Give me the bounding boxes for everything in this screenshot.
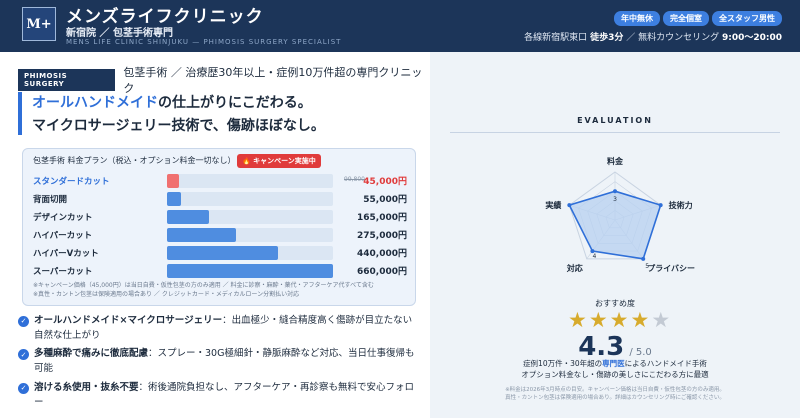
- feature-list: ✓ オールハンドメイド×マイクロサージェリー：出血極少・縫合精度高く傷跡が目立た…: [18, 314, 418, 414]
- evaluation-panel: EVALUATION 料金 技術力 プライバシー 対応 実績 3 5 4 おすすめ度 ★ ★ ★ ★…: [430, 52, 800, 418]
- plan-price: 165,000円: [357, 213, 407, 223]
- campaign-badge[interactable]: 🔥 キャンペーン実施中: [237, 154, 321, 168]
- feature-badges: 年中無休 完全個室 全スタッフ男性: [614, 11, 782, 26]
- radar-label-0: 料金: [607, 156, 624, 166]
- plan-price: 660,000円: [357, 267, 407, 277]
- tagline-text: 包茎手術 ／ 治療歴30年以上・症例10万件超の専門クリニック: [123, 66, 423, 95]
- rating-stars: ★ ★ ★ ★ ★: [568, 310, 670, 331]
- price-row-dorsal-slit[interactable]: 背面切開 55,000円: [33, 191, 407, 207]
- price-plan-box: 包茎手術 料金プラン（税込・オプション料金一切なし） 🔥 キャンペーン実施中 ス…: [22, 148, 416, 306]
- clinic-name: メンズライフクリニック: [66, 7, 264, 27]
- plan-name: スタンダードカット: [33, 177, 110, 187]
- price-bar-track: [167, 174, 333, 188]
- feature-item: ✓ オールハンドメイド×マイクロサージェリー：出血極少・縫合精度高く傷跡が目立た…: [18, 314, 418, 343]
- plan-name: デザインカット: [33, 213, 93, 223]
- radar-value-label: 3: [613, 196, 617, 203]
- price-plan-title: 包茎手術 料金プラン（税込・オプション料金一切なし）: [33, 156, 236, 165]
- price-bar-track: [167, 210, 333, 224]
- plan-name: ハイパーVカット: [33, 249, 99, 259]
- old-price: 99,800: [344, 176, 365, 183]
- price-row-super-cut[interactable]: スーパーカット 660,000円: [33, 263, 407, 279]
- clinic-subtitle: 新宿院 ／ 包茎手術専門: [66, 28, 173, 39]
- price-bar: [167, 174, 179, 188]
- star-empty-icon: ★: [651, 308, 671, 332]
- badge-male-staff: 全スタッフ男性: [712, 11, 782, 26]
- star-filled-icon: ★: [609, 308, 629, 332]
- star-filled-icon: ★: [630, 308, 650, 332]
- opening-hours: 9:00〜20:00: [721, 33, 782, 43]
- price-bar: [167, 264, 333, 278]
- divider: [450, 132, 780, 133]
- evaluation-note: 症例10万件・30年超の専門医によるハンドメイド手術 オプション料金なし・傷跡の…: [521, 359, 709, 380]
- radar-value-label: 4: [593, 253, 597, 260]
- feature-item: ✓ 溶ける糸使用・抜糸不要：術後通院負担なし、アフターケア・再診察も無料で安心フ…: [18, 381, 418, 410]
- price-row-hyper-v-cut[interactable]: ハイパーVカット 440,000円: [33, 245, 407, 261]
- recommend-label: おすすめ度: [595, 299, 635, 308]
- radar-series-area: [568, 190, 662, 260]
- plan-price: 55,000円: [363, 195, 407, 205]
- price-bar: [167, 192, 181, 206]
- headline: オールハンドメイドの仕上がりにこだわる。 マイクロサージェリー技術で、傷跡ほぼな…: [18, 92, 325, 135]
- price-row-hyper-cut[interactable]: ハイパーカット 275,000円: [33, 227, 407, 243]
- clinic-logo[interactable]: M+: [22, 7, 56, 41]
- clinic-english-name: MENS LIFE CLINIC SHINJUKU — PHIMOSIS SUR…: [66, 38, 342, 46]
- radar-value-label: 5: [645, 263, 649, 270]
- evaluation-title: EVALUATION: [577, 116, 653, 125]
- price-row-standard[interactable]: スタンダードカット 99,800 45,000円: [33, 173, 407, 189]
- radar-label-4: 実績: [545, 200, 561, 210]
- access-info: 各線新宿駅東口 徒歩3分 ／ 無料カウンセリング 9:00〜20:00: [524, 33, 782, 43]
- header: M+ メンズライフクリニック 新宿院 ／ 包茎手術専門 MENS LIFE CL…: [0, 0, 800, 52]
- check-icon: ✓: [18, 349, 29, 361]
- rating-score: 4.3 / 5.0: [430, 332, 800, 362]
- headline-line2: マイクロサージェリー技術で、傷跡ほぼなし。: [32, 118, 325, 134]
- radar-point-4: [567, 203, 572, 208]
- price-row-design-cut[interactable]: デザインカット 165,000円: [33, 209, 407, 225]
- price-bar-track: [167, 192, 333, 206]
- radar-grid-ring: [568, 171, 662, 260]
- plan-price: 275,000円: [357, 231, 407, 241]
- evaluation-footnote: ※料金は2026年3月時点の目安。キャンペーン価格は当日自費・仮性包茎の方のみ適…: [505, 387, 725, 402]
- tagline: PHIMOSIS SURGERY 包茎手術 ／ 治療歴30年以上・症例10万件超…: [18, 64, 430, 96]
- price-bar: [167, 228, 237, 242]
- plan-name: 背面切開: [33, 195, 68, 205]
- check-icon: ✓: [18, 382, 29, 394]
- plan-name: ハイパーカット: [33, 231, 93, 241]
- price-bar: [167, 210, 209, 224]
- price-bar-track: [167, 228, 333, 242]
- radar-label-2: プライバシー: [647, 263, 695, 273]
- radar-label-3: 対応: [566, 263, 583, 273]
- badge-private-room: 完全個室: [663, 11, 709, 26]
- price-notes: ※キャンペーン価格（45,000円）は当日自費・仮性包茎の方のみ適用 ／ 料金に…: [33, 282, 374, 298]
- radar-label-1: 技術力: [669, 200, 693, 210]
- category-pill: PHIMOSIS SURGERY: [18, 69, 116, 91]
- price-bar: [167, 246, 278, 260]
- star-filled-icon: ★: [588, 308, 608, 332]
- score-value: 4.3: [578, 332, 625, 362]
- price-bar-track: [167, 246, 333, 260]
- plan-price: 440,000円: [357, 249, 407, 259]
- plan-name: スーパーカット: [33, 267, 93, 277]
- radar-point-0: [613, 189, 617, 194]
- star-filled-icon: ★: [568, 308, 587, 332]
- check-icon: ✓: [18, 316, 29, 327]
- plan-price: 45,000円: [363, 177, 407, 187]
- price-bar-track: [167, 264, 333, 278]
- radar-point-3: [590, 249, 595, 254]
- badge-open-all-year: 年中無休: [614, 11, 660, 26]
- left-panel: PHIMOSIS SURGERY 包茎手術 ／ 治療歴30年以上・症例10万件超…: [0, 52, 430, 418]
- headline-highlight: オールハンドメイド: [32, 95, 158, 111]
- score-max: / 5.0: [629, 347, 652, 358]
- feature-item: ✓ 多種麻酔で痛みに徹底配慮：スプレー・30G極細針・静脈麻酔など対応、当日仕事…: [18, 347, 418, 376]
- radar-point-2: [641, 256, 646, 261]
- radar-point-1: [658, 203, 663, 208]
